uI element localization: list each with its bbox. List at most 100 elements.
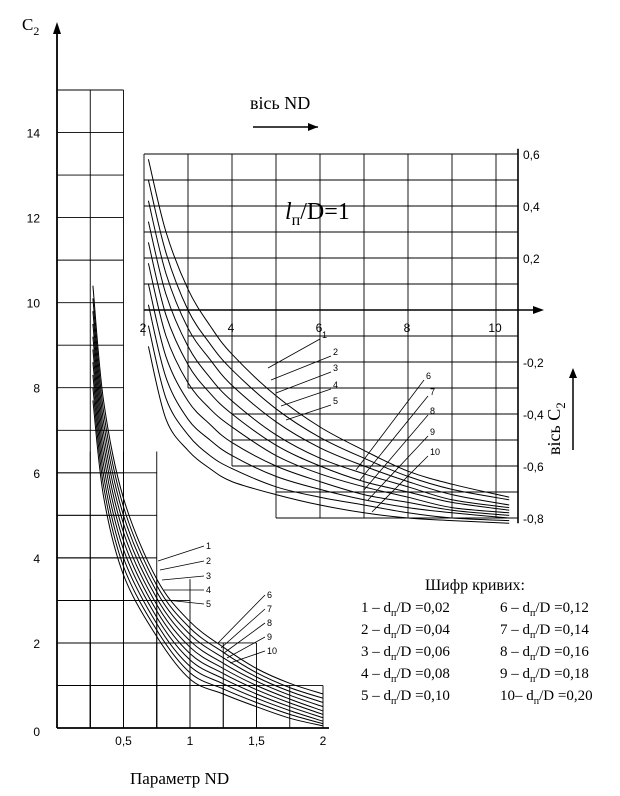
- inset-curve-leader: [355, 379, 425, 471]
- inset-curve-number: 9: [430, 427, 435, 437]
- legend-item-subscript: п: [391, 696, 397, 707]
- inset-curve-number: 2: [333, 347, 338, 357]
- inset-curve-leader: [367, 435, 429, 501]
- legend-item-subscript: п: [391, 608, 397, 619]
- legend-item-number: 1 –: [361, 600, 384, 616]
- inset-curve-leader: [280, 388, 332, 407]
- main-y-tick-label: 6: [33, 467, 40, 481]
- main-curve-number: 4: [206, 585, 211, 595]
- inset-y-axis-label: вісь C2: [544, 402, 568, 455]
- legend-item-symbol: d: [384, 622, 392, 638]
- main-curve-leader: [229, 650, 266, 664]
- legend-item-symbol: d: [523, 666, 531, 682]
- legend-item-symbol: d: [523, 600, 531, 616]
- inset-curve-leader: [363, 414, 429, 491]
- inset-curve-leader: [270, 355, 332, 381]
- main-y-axis-arrowhead: [53, 22, 61, 34]
- main-curve-leader: [161, 575, 205, 581]
- inset-x-axis-label: вісь ND: [250, 93, 310, 113]
- inset-curve-2: [147, 179, 510, 501]
- inset-x-direction-arrowhead: [308, 123, 318, 131]
- main-y-tick-label: 2: [33, 637, 40, 651]
- legend-item-number: 8 –: [500, 644, 523, 660]
- main-curve-number: 9: [267, 632, 272, 642]
- inset-curve-10: [147, 346, 510, 524]
- main-curve-leader: [165, 599, 205, 605]
- legend-item-value: /D =0,10: [396, 688, 449, 704]
- legend-item-value: /D =0,16: [535, 644, 589, 660]
- inset-x-tick-label: 8: [404, 321, 411, 335]
- legend-item: 6 – dп/D =0,12: [500, 600, 589, 619]
- inset-curve-leader: [275, 371, 332, 394]
- main-curve-number: 5: [206, 599, 211, 609]
- main-x-axis-label: Параметр ND: [130, 769, 229, 788]
- main-curve-leader: [226, 636, 266, 659]
- legend-item-number: 7 –: [500, 622, 523, 638]
- legend-item-value: /D =0,12: [535, 600, 588, 616]
- legend-item: 4 – dп/D =0,08: [361, 666, 450, 685]
- inset-x-tick-label: 4: [228, 321, 235, 335]
- legend-item-value: /D =0,02: [396, 600, 449, 616]
- inset-curve-number: 6: [426, 371, 431, 381]
- main-curve-5: [92, 336, 324, 712]
- legend-item-symbol: d: [384, 600, 392, 616]
- legend-item-symbol: d: [384, 666, 392, 682]
- legend-item: 3 – dп/D =0,06: [361, 644, 450, 663]
- main-y-tick-label: 14: [27, 127, 41, 141]
- legend-item: 7 – dп/D =0,14: [500, 622, 589, 641]
- main-curve-3: [92, 311, 324, 703]
- main-curve-2: [92, 298, 324, 699]
- main-curve-number: 7: [267, 604, 272, 614]
- legend-item: 9 – dп/D =0,18: [500, 666, 589, 685]
- main-y-axis-label: C2: [22, 15, 39, 38]
- inset-x-axis-arrowhead: [533, 306, 544, 314]
- main-curve-4: [92, 323, 324, 708]
- legend-item-value: /D =0,04: [396, 622, 450, 638]
- legend-item-subscript: п: [391, 652, 397, 663]
- inset-curve-number: 4: [333, 380, 338, 390]
- inset-labels: 2 4 6 8 100,60,40,2-0,2-0,4-0,6-0,8123456789…: [140, 148, 544, 526]
- main-curve-number: 10: [267, 646, 277, 656]
- legend: 1 – dп/D =0,022 – dп/D =0,043 – dп/D =0,…: [361, 600, 593, 707]
- inset-curve-5: [147, 242, 510, 511]
- main-curve-leader: [220, 608, 266, 649]
- legend-item-number: 6 –: [500, 600, 523, 616]
- inset-y-tick-label: -0,6: [523, 460, 544, 474]
- inset-curve-9: [147, 325, 510, 522]
- legend-item-value: /D =0,14: [535, 622, 589, 638]
- legend-item: 8 – dп/D =0,16: [500, 644, 589, 663]
- main-curve-10: [92, 400, 324, 727]
- main-x-tick-label: 1,5: [248, 734, 265, 748]
- legend-item: 2 – dп/D =0,04: [361, 622, 450, 641]
- inset-curve-number: 7: [430, 387, 435, 397]
- inset-x-tick-label: 6: [316, 321, 323, 335]
- inset-y-tick-label: 0,2: [523, 252, 540, 266]
- legend-item-subscript: п: [534, 696, 540, 707]
- inset-curves: [147, 159, 510, 524]
- main-curve-9: [92, 387, 324, 725]
- main-curve-6: [92, 349, 324, 715]
- main-curve-leader: [157, 545, 205, 562]
- inset-curve-number: 8: [430, 406, 435, 416]
- legend-item: 10– dп/D =0,20: [500, 688, 593, 707]
- main-curve-number: 2: [206, 556, 211, 566]
- inset-curve-number: 3: [333, 363, 338, 373]
- legend-item-subscript: п: [391, 674, 397, 685]
- inset-curve-leader: [359, 395, 429, 481]
- inset-curve-8: [147, 304, 510, 519]
- legend-item-subscript: п: [530, 652, 536, 663]
- main-curve-number: 1: [206, 541, 211, 551]
- legend-item-number: 9 –: [500, 666, 523, 682]
- inset-x-tick-label: 10: [488, 321, 502, 335]
- inset-curve-leader: [267, 338, 321, 369]
- legend-item-subscript: п: [530, 608, 536, 619]
- inset-y-tick-label: -0,8: [523, 512, 544, 526]
- inset-curve-7: [147, 283, 510, 516]
- main-curve-number: 8: [267, 618, 272, 628]
- chart-subtitle: lп/D=1: [285, 199, 350, 229]
- inset-axes: [144, 148, 544, 524]
- legend-item-value: /D =0,08: [396, 666, 449, 682]
